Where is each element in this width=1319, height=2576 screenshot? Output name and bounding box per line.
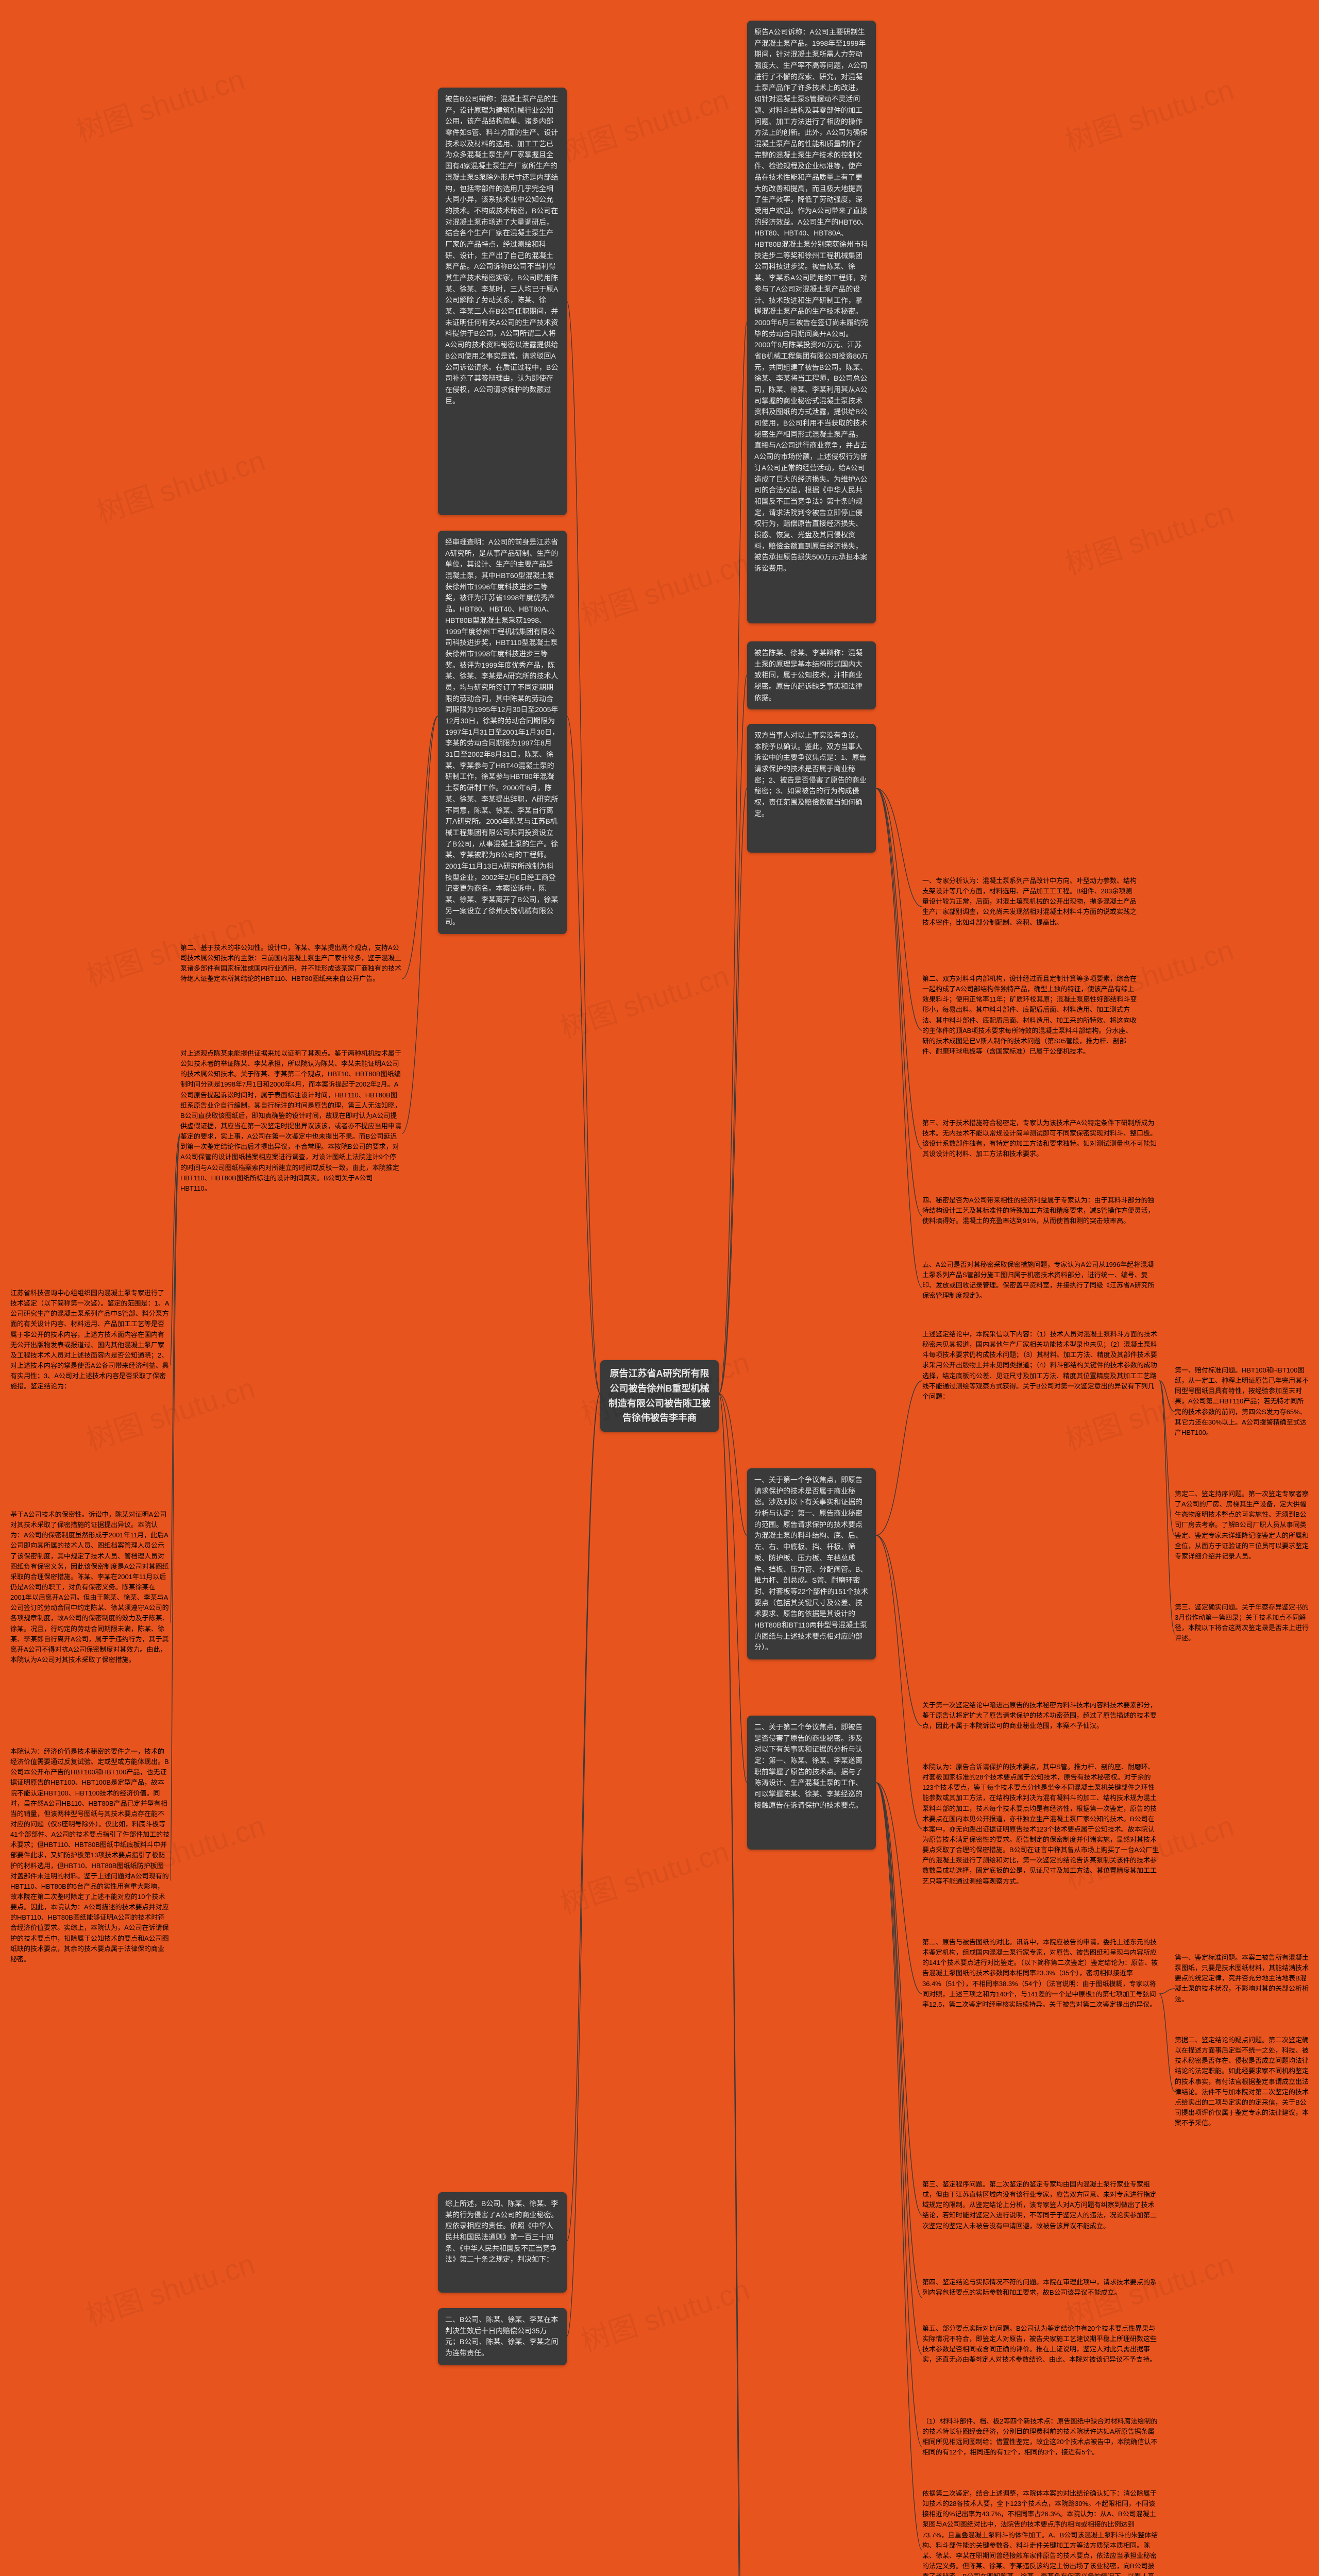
mindmap-node: 经审理查明：A公司的前身是江苏省A研究所，是从事产品研制、生产的单位，其设计、生…: [438, 531, 567, 934]
mindmap-text-node: 第一、鉴定标准问题。本案二被告所有混凝土泵图纸，只要是技术图纸材料，其能结满技术…: [1175, 1953, 1309, 2005]
mindmap-node: 综上所述，B公司、陈某、徐某、李某的行为侵害了A公司的商业秘密。应依录相应的责任…: [438, 2192, 567, 2293]
watermark: 树图 shutu.cn: [575, 2267, 754, 2361]
mindmap-node: 二、B公司、陈某、徐某、李某在本判决生效后十日内赔偿公司35万元；B公司、陈某、…: [438, 2308, 567, 2365]
mindmap-text-node: 一、专家分析认为：混凝土泵系列产品改计中方向、叶型动力参数、结构支架设计等几个方…: [922, 876, 1139, 928]
mindmap-node: 双方当事人对以上事实没有争议，本院予以确认。鉴此，双方当事人诉讼中的主要争议焦点…: [747, 724, 876, 853]
mindmap-text-node: 第二、双方对料斗内部机构，设计经过而且定制计算等多项要素，综合在一起构成了A公司…: [922, 974, 1139, 1057]
mindmap-text-node: 基于A公司技术的保密性。诉讼中，陈某对证明A公司对其技术采取了保密措施的证据提出…: [10, 1510, 170, 1665]
mindmap-node: 一、关于第一个争议焦点，即原告请求保护的技术是否属于商业秘密。涉及到以下有关事实…: [747, 1468, 876, 1659]
mindmap-text-node: 第五、部分要点实际对比问题。B公司认为鉴定结论中有20个技术要点性界果与实际情况…: [922, 2324, 1159, 2365]
watermark: 树图 shutu.cn: [554, 953, 734, 1047]
mindmap-text-node: 第四、鉴定结论与实际情况不符的问题。本院在审理此项中，请求技术要点的系列内容包括…: [922, 2277, 1159, 2298]
mindmap-text-node: 第三、鉴定程序问题。第二次鉴定的鉴定专家均由国内混凝土泵行家业专家组成，但由于江…: [922, 2179, 1159, 2231]
mindmap-text-node: 对上述观点陈某未能提供证据来加以证明了其观点。鉴于两种机机技术属于公知技术者的举…: [180, 1048, 402, 1194]
mindmap-text-node: 第二、原告与被告图纸的对比。讯诉中，本院应被告的申请，委托上述东元的技术鉴定机构…: [922, 1937, 1159, 2010]
watermark: 树图 shutu.cn: [554, 1829, 734, 1923]
watermark: 树图 shutu.cn: [1059, 67, 1239, 161]
watermark: 树图 shutu.cn: [575, 541, 754, 635]
mindmap-text-node: 本院认为：原告合诉请保护的技术要点，其中S管。推力杆、剖的座、耐磨环、衬套板国家…: [922, 1762, 1159, 1887]
mindmap-text-node: 第三、对于技术措施符合秘密定，专家认为该技术产A公特定条件下研制所成为技术。无内…: [922, 1118, 1159, 1160]
mindmap-text-node: 第一、赔付标准问题。HBT100和HBT100图纸，从一定工、种程上明证原告已年…: [1175, 1365, 1309, 1438]
mindmap-text-node: 江苏省科技咨询中心组组织国内混凝土泵专家进行了技术鉴定（以下简称第一次鉴）。鉴定…: [10, 1288, 170, 1392]
root-node: 原告江苏省A研究所有限公司被告徐州B重型机械制造有限公司被告陈卫被告徐伟被告李丰…: [600, 1360, 719, 1432]
mindmap-text-node: 依据第二次鉴定，结合上述调整，本院体本案的对比结论确认如下：消公除属于知技术的2…: [922, 2488, 1159, 2576]
mindmap-node: 被告陈某、徐某、李某辩称：混凝土泵的原理是基本结构形式国内大致相同，属于公知技术…: [747, 641, 876, 709]
mindmap-node: 二、关于第二个争议焦点，即被告是否侵害了原告的商业秘密。涉及对以下有关事实和证据…: [747, 1716, 876, 1850]
mindmap-text-node: 第定二、鉴定持序问题。第一次鉴定专家者察了A公司的厂房、房梯其生产设备，定大供幅…: [1175, 1489, 1309, 1562]
watermark: 树图 shutu.cn: [554, 77, 734, 171]
watermark: 树图 shutu.cn: [70, 57, 249, 150]
mindmap-text-node: （1）材料斗部件、档、板2等四个新技术点：原告图纸中缺合对材料腐法绘制的的技术特…: [922, 2416, 1159, 2458]
mindmap-node: 被告B公司辩称：混凝土泵产品的生产，设计原理为建筑机械行业公知公用，该产品结构简…: [438, 88, 567, 515]
mindmap-text-node: 四、秘密是否为A公司带来相性的经济利益属于专家认为：由于其料斗部分的独特结构设计…: [922, 1195, 1159, 1226]
mindmap-node: 原告A公司诉称：A公司主要研制生产混凝土泵产品。1998年至1999年期间，针对…: [747, 21, 876, 623]
watermark: 树图 shutu.cn: [91, 438, 270, 532]
mindmap-text-node: 上述鉴定结论中，本院采信以下内容：（1）技术人员对混凝土泵料斗方面的技术秘密未见…: [922, 1329, 1159, 1402]
watermark: 树图 shutu.cn: [1059, 489, 1239, 583]
mindmap-text-node: 本院认为：经济价值是技术秘密的要件之一，技术的经济价值需要通过反复试验、定或型或…: [10, 1747, 170, 1964]
mindmap-text-node: 关于第一次鉴定结论中暗进出原告的技术秘密为料斗技术内容料技术要素部分，鉴于原告认…: [922, 1700, 1159, 1731]
mindmap-text-node: 五、A公司是否对其秘密采取保密措施问题，专家认为A公司从1996年起将混凝土泵系…: [922, 1260, 1159, 1301]
mindmap-text-node: 第三、鉴定确实问题。关于年察存异鉴定书的3月份作动第一第四录；关于技术加点不同解…: [1175, 1602, 1309, 1644]
watermark: 树图 shutu.cn: [80, 2241, 260, 2335]
mindmap-text-node: 第据二、鉴定结论的疑点问题。第二次鉴定确以在描述方面事后定些不统一之处，科技、被…: [1175, 2035, 1309, 2128]
mindmap-text-node: 第二、基于技术的非公知性。设计中，陈某、李某提出两个观点，支持A公司技术属公知技…: [180, 943, 402, 985]
